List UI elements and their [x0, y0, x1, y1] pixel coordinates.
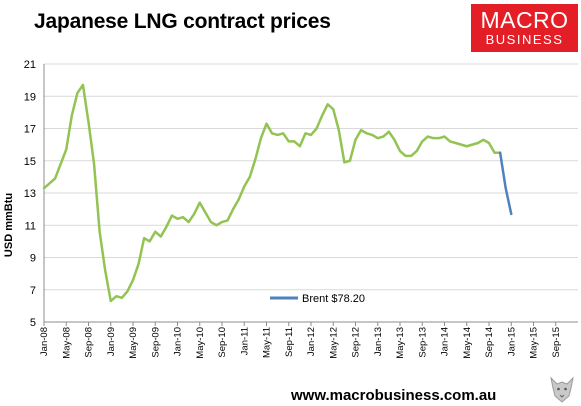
y-axis-label: USD mmBtu — [3, 193, 15, 257]
x-tick-label: Jan-08 — [39, 327, 50, 356]
x-tick-label: Jan-10 — [173, 327, 184, 356]
y-tick-label: 15 — [24, 156, 36, 168]
legend-label-brent: Brent $78.20 — [302, 293, 365, 305]
y-tick-label: 7 — [30, 285, 36, 297]
y-tick-label: 19 — [24, 91, 36, 103]
x-tick-labels: Jan-08 May-08 Sep-08 Jan-09 May-09 Sep-09 Jan-… — [39, 327, 562, 359]
y-tick-label: 9 — [30, 253, 36, 265]
series-line-lng — [42, 83, 502, 303]
x-tick-label: Sep-15 — [551, 327, 562, 358]
x-tick-label: Jan-13 — [373, 327, 384, 356]
logo-line-business: BUSINESS — [485, 32, 564, 47]
x-tick-label: May-12 — [328, 327, 339, 359]
x-tick-label: Sep-14 — [484, 327, 495, 358]
x-tick-label: Sep-11 — [284, 327, 295, 357]
axes — [43, 64, 578, 326]
grid-lines — [44, 63, 578, 323]
legend: Brent $78.20 — [270, 293, 365, 305]
x-tick-label: Sep-09 — [150, 327, 161, 358]
x-tick-label: Sep-12 — [351, 327, 362, 358]
x-tick-label: May-09 — [128, 327, 139, 359]
series-line-brent — [498, 151, 513, 216]
series-lines — [42, 83, 513, 303]
x-tick-label: May-11 — [262, 327, 273, 358]
x-tick-label: Jan-11 — [239, 327, 250, 355]
y-tick-labels: 5 7 9 11 13 15 17 19 21 — [24, 59, 36, 329]
x-tick-label: May-14 — [462, 327, 473, 359]
x-tick-label: Jan-15 — [506, 327, 517, 356]
x-tick-label: Sep-10 — [217, 327, 228, 358]
x-tick-label: Jan-14 — [440, 327, 451, 356]
brand-logo: MACRO BUSINESS — [471, 4, 578, 52]
y-tick-label: 13 — [24, 188, 36, 200]
footer-url: www.macrobusiness.com.au — [291, 387, 497, 404]
y-tick-label: 17 — [24, 124, 36, 136]
x-tick-label: May-08 — [61, 327, 72, 359]
x-tick-label: Jan-12 — [306, 327, 317, 356]
x-tick-label: Sep-13 — [417, 327, 428, 358]
y-tick-label: 11 — [25, 220, 36, 232]
y-tick-label: 21 — [24, 59, 36, 71]
x-tick-label: May-15 — [529, 327, 540, 359]
x-tick-label: Sep-08 — [84, 327, 95, 358]
x-tick-label: May-13 — [395, 327, 406, 359]
x-tick-label: May-10 — [195, 327, 206, 359]
y-tick-label: 5 — [30, 317, 36, 329]
wolf-icon — [550, 376, 574, 403]
logo-line-macro: MACRO — [480, 7, 569, 33]
chart-title: Japanese LNG contract prices — [34, 10, 331, 33]
x-tick-label: Jan-09 — [106, 327, 117, 356]
